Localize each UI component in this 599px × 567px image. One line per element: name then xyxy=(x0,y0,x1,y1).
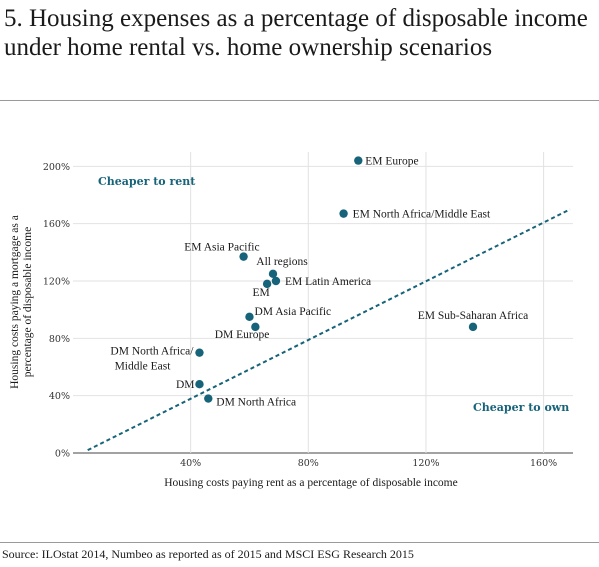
x-tick-label: 160% xyxy=(530,458,557,469)
y-tick-label: 120% xyxy=(43,277,70,288)
point-label: EM xyxy=(252,287,269,299)
point-label: EM Asia Pacific xyxy=(184,242,259,254)
data-point xyxy=(271,276,281,286)
point-label: EM Sub-Saharan Africa xyxy=(418,310,529,322)
y-tick-label: 200% xyxy=(43,162,70,173)
data-point xyxy=(251,322,260,332)
data-point xyxy=(468,322,478,332)
data-point xyxy=(204,394,213,403)
grid xyxy=(73,152,573,454)
point-label: DM Asia Pacific xyxy=(254,306,331,318)
data-points: EM Europe EM North Africa/Middle East EM A… xyxy=(110,156,528,409)
y-tick-label: 0% xyxy=(55,449,70,460)
data-point xyxy=(268,269,278,279)
x-tick-label: 120% xyxy=(412,458,439,469)
annotation-cheaper-to-rent: Cheaper to rent xyxy=(98,175,196,188)
data-point xyxy=(239,252,248,261)
data-point xyxy=(195,380,204,389)
data-point xyxy=(354,156,363,165)
point-label: DM xyxy=(176,379,195,391)
data-point xyxy=(262,279,272,289)
y-axis-title-line: percentage of disposable income xyxy=(22,227,34,377)
reference-line xyxy=(87,208,571,452)
point-label: EM Latin America xyxy=(285,276,371,288)
y-tick-label: 80% xyxy=(49,334,70,345)
y-tick-label: 160% xyxy=(43,219,70,230)
point-label: DM North Africa/Middle East xyxy=(110,346,194,373)
data-point xyxy=(245,312,254,322)
point-label: DM Europe xyxy=(215,329,270,341)
y-axis-title-line: Housing costs paying a mortgage as a xyxy=(9,215,21,389)
source-note: Source: ILOstat 2014, Numbeo as reported… xyxy=(2,547,414,561)
data-point xyxy=(195,348,204,357)
point-label: EM North Africa/Middle East xyxy=(353,209,491,221)
axes: 0% 40% 80% 120% 160% 200% 40% 80% 120% 160% xyxy=(43,162,557,469)
point-label: EM Europe xyxy=(365,156,418,168)
x-tick-label: 40% xyxy=(180,458,201,469)
data-point xyxy=(339,209,348,218)
title-divider xyxy=(0,100,599,101)
x-axis-title: Housing costs paying rent as a percentag… xyxy=(164,477,458,489)
y-tick-label: 40% xyxy=(49,391,70,402)
x-tick-label: 80% xyxy=(298,458,319,469)
annotation-cheaper-to-own: Cheaper to own xyxy=(473,401,569,414)
point-label: DM North Africa xyxy=(216,397,296,409)
y-axis-title: Housing costs paying a mortgage as a perc… xyxy=(9,215,34,389)
source-divider xyxy=(0,542,599,543)
scatter-chart: 0% 40% 80% 120% 160% 200% 40% 80% 120% 160% EM Eu… xyxy=(9,152,573,489)
point-label: All regions xyxy=(256,256,308,268)
chart-title: 5. Housing expenses as a percentage of d… xyxy=(4,5,588,61)
